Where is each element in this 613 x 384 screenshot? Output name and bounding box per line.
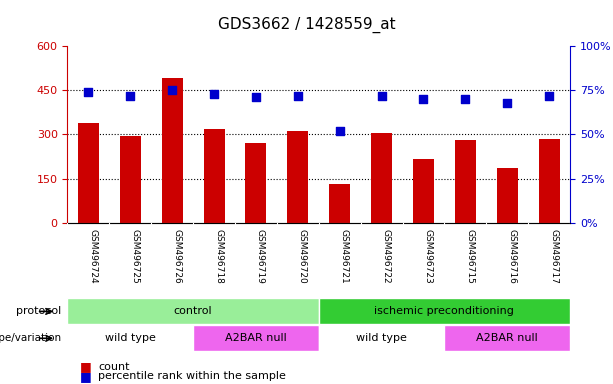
Text: GSM496724: GSM496724 — [88, 229, 97, 283]
FancyBboxPatch shape — [319, 298, 570, 324]
Bar — [329, 184, 350, 223]
Point — [167, 87, 177, 93]
Bar — [287, 131, 308, 223]
FancyBboxPatch shape — [67, 325, 193, 351]
Text: GSM496722: GSM496722 — [381, 229, 390, 283]
Bar — [245, 143, 267, 223]
Bar — [539, 139, 560, 223]
Text: control: control — [173, 306, 213, 316]
Point — [335, 128, 345, 134]
Text: GDS3662 / 1428559_at: GDS3662 / 1428559_at — [218, 17, 395, 33]
Text: genotype/variation: genotype/variation — [0, 333, 61, 343]
Text: GSM496723: GSM496723 — [424, 229, 433, 283]
Point — [460, 96, 470, 102]
Text: GSM496721: GSM496721 — [340, 229, 349, 283]
Text: wild type: wild type — [105, 333, 156, 343]
FancyBboxPatch shape — [319, 325, 444, 351]
FancyBboxPatch shape — [193, 325, 319, 351]
Text: GSM496726: GSM496726 — [172, 229, 181, 283]
Point — [251, 94, 261, 100]
Text: ■: ■ — [80, 360, 91, 373]
Bar — [120, 136, 141, 223]
Text: GSM496716: GSM496716 — [508, 229, 516, 284]
Point — [376, 93, 387, 99]
Text: GSM496718: GSM496718 — [214, 229, 223, 284]
Bar — [204, 129, 224, 223]
Text: GSM496720: GSM496720 — [298, 229, 307, 283]
Bar — [413, 159, 434, 223]
Text: wild type: wild type — [356, 333, 407, 343]
Text: GSM496715: GSM496715 — [465, 229, 474, 284]
Bar — [78, 122, 99, 223]
Text: protocol: protocol — [16, 306, 61, 316]
Text: A2BAR null: A2BAR null — [476, 333, 538, 343]
Bar — [455, 140, 476, 223]
FancyBboxPatch shape — [444, 325, 570, 351]
Point — [419, 96, 428, 102]
Bar — [371, 133, 392, 223]
Bar — [162, 78, 183, 223]
Point — [125, 93, 135, 99]
Bar — [497, 168, 518, 223]
Text: GSM496719: GSM496719 — [256, 229, 265, 284]
Point — [83, 89, 93, 95]
Point — [544, 93, 554, 99]
Point — [209, 91, 219, 97]
Point — [503, 99, 512, 106]
Text: count: count — [98, 362, 129, 372]
Text: ischemic preconditioning: ischemic preconditioning — [375, 306, 514, 316]
Point — [293, 93, 303, 99]
Text: percentile rank within the sample: percentile rank within the sample — [98, 371, 286, 381]
Text: GSM496725: GSM496725 — [130, 229, 139, 283]
FancyBboxPatch shape — [67, 298, 319, 324]
Text: A2BAR null: A2BAR null — [225, 333, 287, 343]
Text: ■: ■ — [80, 370, 91, 383]
Text: GSM496717: GSM496717 — [549, 229, 558, 284]
